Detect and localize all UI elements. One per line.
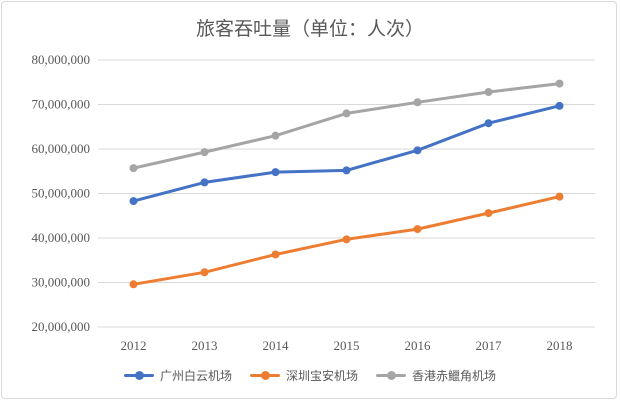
data-point bbox=[413, 98, 422, 107]
legend-swatch bbox=[123, 370, 154, 380]
chart-title: 旅客吞吐量（单位：人次） bbox=[195, 18, 424, 40]
data-point bbox=[271, 168, 280, 177]
data-point bbox=[129, 197, 138, 206]
data-point bbox=[413, 146, 422, 155]
x-tick-label: 2016 bbox=[405, 338, 432, 353]
x-tick-label: 2012 bbox=[121, 338, 147, 353]
data-point bbox=[200, 178, 209, 187]
data-point bbox=[129, 164, 138, 173]
data-point bbox=[129, 280, 138, 289]
data-point bbox=[342, 235, 351, 244]
legend-swatch bbox=[376, 370, 406, 380]
y-tick-label: 70,000,000 bbox=[32, 97, 91, 112]
data-point bbox=[555, 101, 564, 110]
series-line-2 bbox=[133, 82, 560, 170]
y-tick-label: 60,000,000 bbox=[32, 141, 91, 156]
data-point bbox=[484, 88, 493, 97]
data-point bbox=[271, 250, 280, 259]
legend-item-1: 深圳宝安机场 bbox=[249, 367, 358, 384]
x-tick-label: 2018 bbox=[547, 338, 573, 353]
y-tick-label: 80,000,000 bbox=[32, 52, 91, 67]
data-point bbox=[413, 225, 422, 234]
legend-label: 深圳宝安机场 bbox=[285, 368, 358, 383]
chart-legend: 广州白云机场 深圳宝安机场 香港赤鱲角机场 bbox=[0, 360, 620, 390]
data-point bbox=[342, 166, 351, 175]
data-point bbox=[555, 192, 564, 201]
x-tick-label: 2014 bbox=[263, 338, 290, 353]
x-tick-label: 2017 bbox=[476, 338, 503, 353]
y-tick-label: 50,000,000 bbox=[32, 186, 91, 201]
y-tick-label: 30,000,000 bbox=[32, 275, 91, 290]
x-tick-label: 2015 bbox=[334, 338, 360, 353]
data-point bbox=[271, 131, 280, 140]
y-tick-label: 20,000,000 bbox=[32, 319, 91, 334]
data-point bbox=[484, 119, 493, 128]
x-tick-label: 2013 bbox=[192, 338, 218, 353]
y-tick-label: 40,000,000 bbox=[32, 230, 91, 245]
legend-swatch bbox=[249, 370, 280, 380]
data-point bbox=[342, 109, 351, 118]
legend-item-0: 广州白云机场 bbox=[123, 367, 232, 384]
legend-item-2: 香港赤鱲角机场 bbox=[376, 367, 496, 384]
legend-label: 广州白云机场 bbox=[159, 368, 232, 383]
legend-label: 香港赤鱲角机场 bbox=[412, 368, 497, 383]
data-point bbox=[200, 268, 209, 277]
data-point bbox=[484, 209, 493, 218]
data-point bbox=[555, 79, 564, 88]
data-point bbox=[200, 148, 209, 157]
